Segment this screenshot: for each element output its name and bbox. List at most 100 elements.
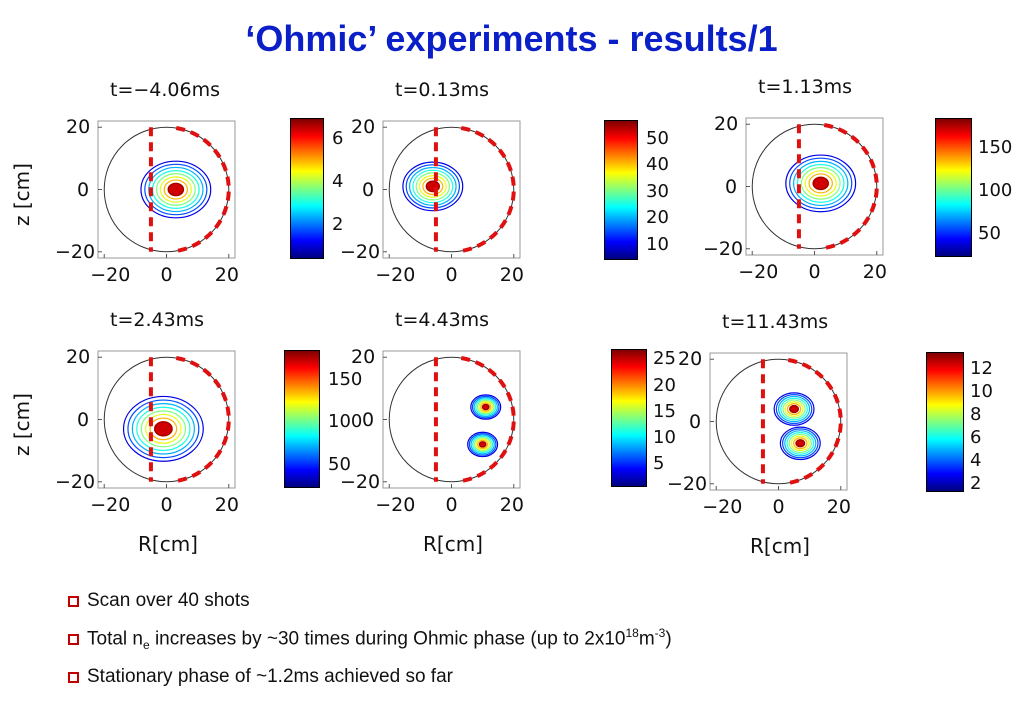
density-contour — [148, 166, 204, 213]
colorbar-tick-label: 150 — [978, 136, 1013, 158]
density-contour — [470, 394, 502, 420]
density-contour — [159, 176, 192, 203]
x-tick-label: 20 — [214, 494, 239, 516]
density-contour — [793, 160, 849, 207]
density-contour — [473, 437, 492, 452]
density-contour — [777, 395, 811, 423]
colorbar-tick-label: 20 — [646, 207, 669, 229]
density-contour — [140, 410, 187, 448]
contour-plot — [745, 117, 884, 256]
bullet-item: Total ne increases by ~30 times during O… — [68, 620, 968, 658]
colorbar — [290, 118, 324, 259]
plot-frame — [97, 350, 236, 489]
colorbar — [926, 352, 964, 492]
density-contour — [782, 399, 806, 419]
density-contour — [788, 433, 812, 453]
colorbar-tick-label: 20 — [653, 374, 676, 396]
separatrix-arc — [460, 126, 516, 253]
density-contour — [149, 417, 178, 441]
bullet-text: Scan over 40 shots — [87, 590, 250, 611]
y-axis-label: z [cm] — [10, 393, 34, 456]
bullet-text: Stationary phase of ~1.2ms achieved so f… — [87, 666, 453, 687]
density-contour — [480, 402, 492, 412]
density-contour — [408, 166, 457, 206]
y-tick-label: 0 — [362, 178, 375, 201]
plot-time-label: t=11.43ms — [722, 311, 829, 333]
density-contour — [784, 430, 817, 457]
y-tick-label: 0 — [362, 408, 375, 431]
density-contour — [122, 395, 204, 462]
x-tick-label: 0 — [445, 494, 458, 516]
density-contour — [477, 439, 489, 450]
density-contour — [779, 426, 821, 461]
density-contour — [784, 401, 804, 417]
y-tick-label: 20 — [678, 348, 703, 371]
plot-time-label: t=2.43ms — [110, 309, 205, 331]
density-contour — [808, 173, 833, 194]
density-contour — [145, 413, 182, 444]
density-contour — [793, 437, 808, 450]
colorbar-tick-label: 6 — [970, 427, 982, 449]
y-tick-label: 20 — [66, 116, 91, 139]
colorbar-tick-label: 25 — [653, 348, 676, 370]
y-tick-label: −20 — [340, 470, 381, 493]
y-tick-label: 20 — [351, 116, 376, 139]
bullet-item: Stationary phase of ~1.2ms achieved so f… — [68, 658, 968, 696]
density-contour — [405, 164, 460, 209]
density-peak — [154, 421, 173, 437]
y-tick-label: −20 — [55, 470, 96, 493]
density-contour — [140, 160, 212, 219]
density-contour — [144, 163, 208, 216]
density-contour — [470, 434, 495, 455]
density-contour — [155, 173, 196, 206]
plot-frame — [97, 120, 236, 259]
separatrix-arc — [823, 123, 879, 250]
density-peak — [481, 403, 490, 411]
density-contour — [475, 438, 490, 451]
x-tick-label: 20 — [862, 261, 887, 283]
x-tick-label: −20 — [90, 494, 131, 516]
x-tick-label: 0 — [772, 496, 785, 518]
density-contour — [163, 179, 189, 200]
density-contour — [789, 157, 853, 210]
density-contour — [790, 435, 810, 452]
colorbar — [604, 120, 638, 260]
colorbar-tick-label: 4 — [970, 450, 982, 472]
plot-time-label: t=0.13ms — [395, 79, 490, 101]
density-contour — [475, 398, 497, 416]
y-tick-label: 0 — [725, 175, 738, 198]
y-tick-label: −20 — [340, 240, 381, 263]
contour-plot — [382, 350, 521, 489]
bullet-item: Scan over 40 shots — [68, 582, 968, 620]
y-tick-label: −20 — [667, 472, 708, 495]
density-contour — [476, 399, 495, 415]
density-contour — [796, 163, 845, 203]
colorbar-tick-label: 12 — [970, 358, 993, 380]
density-contour — [471, 395, 500, 419]
density-peak — [167, 182, 184, 197]
colorbar-tick-label: 40 — [646, 154, 669, 176]
plot-frame — [709, 352, 848, 491]
density-contour — [786, 403, 802, 416]
x-tick-label: 20 — [499, 494, 524, 516]
colorbar-tick-label: 6 — [332, 128, 344, 150]
y-axis-label: z [cm] — [10, 163, 34, 226]
x-tick-label: 0 — [808, 261, 821, 283]
x-tick-label: 20 — [499, 264, 524, 286]
bullet-text: Total ne increases by ~30 times during O… — [87, 625, 672, 653]
colorbar-tick-label: 100 — [328, 411, 363, 433]
density-contour — [775, 394, 813, 425]
colorbar-tick-label: 10 — [970, 381, 993, 403]
colorbar-tick-label: 5 — [653, 453, 665, 475]
vessel-boundary-circle — [103, 126, 230, 253]
colorbar-tick-label: 2 — [332, 213, 344, 235]
density-contour — [785, 154, 857, 213]
colorbar-tick-label: 10 — [653, 426, 676, 448]
density-contour — [786, 431, 815, 455]
density-contour — [804, 170, 837, 197]
density-contour — [412, 169, 454, 204]
plot-time-label: t=4.43ms — [395, 309, 490, 331]
colorbar-tick-label: 100 — [978, 179, 1013, 201]
density-contour — [800, 167, 841, 200]
x-tick-label: 20 — [826, 496, 851, 518]
